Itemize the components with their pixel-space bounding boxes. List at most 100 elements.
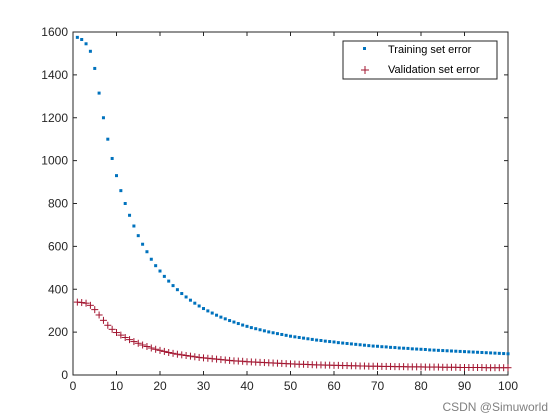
y-tick-label: 200 — [48, 325, 68, 339]
training-point — [393, 346, 397, 350]
training-point — [145, 250, 149, 254]
training-point — [184, 295, 188, 299]
validation-point — [156, 346, 164, 354]
training-point — [84, 42, 88, 46]
training-point — [249, 326, 253, 330]
training-point — [93, 66, 97, 70]
training-point — [280, 332, 284, 336]
training-point — [75, 35, 79, 39]
validation-point — [113, 329, 120, 337]
validation-point — [78, 299, 86, 307]
training-point — [167, 279, 171, 283]
training-point — [302, 336, 306, 340]
validation-point — [121, 333, 129, 341]
legend-marker-training — [363, 47, 366, 50]
training-point — [162, 274, 166, 278]
training-point — [115, 174, 118, 178]
training-point — [210, 311, 214, 315]
training-point — [489, 351, 493, 355]
validation-point — [178, 351, 186, 359]
y-tick-label: 1400 — [41, 68, 68, 82]
training-point — [232, 320, 236, 324]
validation-point — [117, 331, 125, 339]
training-point — [206, 309, 210, 313]
training-point — [202, 307, 205, 311]
training-point — [193, 301, 197, 305]
validation-point — [169, 349, 177, 357]
watermark: CSDN @Simuworld — [442, 400, 548, 414]
training-point — [132, 224, 136, 228]
x-tick-label: 80 — [414, 379, 428, 393]
validation-point — [191, 353, 199, 361]
training-point — [158, 269, 162, 273]
training-point — [97, 91, 101, 95]
training-point — [197, 304, 201, 308]
legend-marker-validation — [361, 66, 369, 74]
training-point — [367, 344, 371, 348]
training-point — [471, 350, 475, 354]
legend-label-validation: Validation set error — [388, 64, 480, 76]
validation-point — [182, 351, 190, 359]
training-point — [436, 348, 440, 352]
training-point — [315, 338, 319, 342]
training-point — [506, 352, 510, 356]
training-point — [323, 339, 327, 343]
y-tick-label: 1200 — [41, 111, 68, 125]
training-point — [284, 333, 288, 337]
training-point — [258, 328, 262, 332]
x-tick-label: 10 — [110, 379, 124, 393]
training-point — [236, 322, 240, 326]
training-point — [275, 332, 279, 336]
training-point — [376, 344, 379, 348]
training-point — [428, 348, 432, 352]
validation-point — [108, 325, 116, 333]
training-point — [341, 341, 345, 345]
plot-area — [72, 31, 509, 376]
training-point — [371, 344, 375, 348]
y-tick-label: 1000 — [41, 154, 68, 168]
training-point — [154, 264, 158, 268]
training-point — [384, 345, 388, 349]
training-point — [188, 298, 192, 302]
y-tick-label: 1600 — [41, 25, 68, 39]
training-point — [441, 349, 445, 353]
x-tick-label: 70 — [371, 379, 385, 393]
x-axis: 0 10 20 30 40 50 60 70 80 90 100 — [70, 32, 518, 393]
legend: Training set error Validation set error — [342, 40, 498, 80]
training-point — [454, 349, 458, 353]
training-point — [402, 346, 406, 350]
training-point — [419, 347, 423, 351]
training-point — [432, 348, 436, 352]
training-point — [380, 345, 384, 349]
training-point — [336, 341, 340, 345]
training-point — [319, 338, 323, 342]
training-point — [358, 343, 362, 347]
training-point — [141, 242, 145, 246]
training-point — [410, 347, 414, 351]
series-training-set-error — [75, 35, 510, 356]
training-point — [445, 349, 449, 353]
training-point — [480, 350, 484, 354]
training-point — [502, 352, 506, 356]
x-tick-label: 20 — [153, 379, 167, 393]
training-point — [219, 315, 223, 319]
training-point — [423, 347, 427, 351]
series-validation-set-error — [73, 298, 512, 372]
training-point — [136, 234, 140, 238]
validation-point — [173, 350, 181, 358]
x-tick-label: 30 — [197, 379, 211, 393]
training-point — [267, 330, 271, 334]
training-point — [484, 351, 488, 355]
validation-point — [504, 364, 512, 372]
training-point — [271, 331, 275, 335]
training-point — [415, 347, 419, 351]
training-point — [328, 340, 332, 344]
training-point — [354, 342, 358, 346]
legend-box — [342, 40, 498, 80]
y-axis: 0 200 400 600 800 1000 1200 1400 1600 — [41, 25, 508, 382]
validation-point — [126, 336, 134, 344]
validation-point — [95, 311, 103, 319]
training-point — [397, 346, 401, 350]
x-tick-label: 90 — [458, 379, 472, 393]
